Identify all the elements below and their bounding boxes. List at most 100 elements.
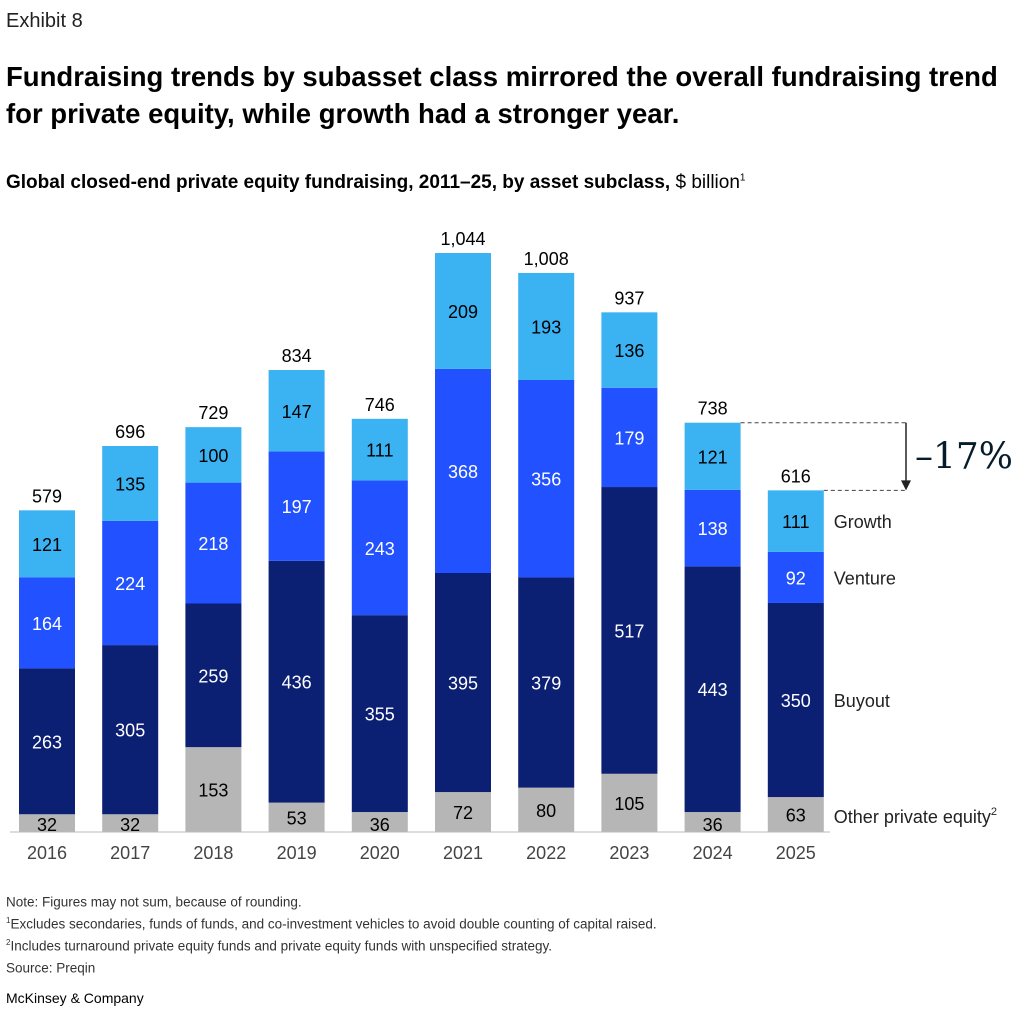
x-tick-label: 2016 <box>27 843 67 863</box>
note-line: Source: Preqin <box>6 960 96 976</box>
bar-segment-other-private-equity <box>351 812 408 832</box>
data-label: 224 <box>115 574 145 594</box>
bar-segment-other-private-equity <box>102 814 159 832</box>
bar-segment-venture <box>601 387 658 488</box>
data-label: 263 <box>32 732 62 752</box>
bar-segment-venture <box>684 489 741 567</box>
note-line: 2Includes turnaround private equity fund… <box>6 938 553 954</box>
bar-segment-buyout <box>102 645 159 815</box>
bar-segment-other-private-equity <box>601 773 658 832</box>
data-label: 147 <box>282 402 312 422</box>
x-tick-label: 2023 <box>609 843 649 863</box>
data-label: 443 <box>698 680 728 700</box>
subtitle-unit: $ billion <box>670 172 740 193</box>
chart-title: Fundraising trends by subasset class mir… <box>6 61 998 129</box>
change-annotation: –17% <box>915 437 1013 478</box>
bar-segment-growth <box>601 312 658 388</box>
data-label: 111 <box>782 512 809 532</box>
bar-segment-buyout <box>19 668 75 815</box>
data-label: 72 <box>453 803 473 823</box>
bar-segment-venture <box>19 577 75 669</box>
x-tick-label: 2020 <box>360 843 400 863</box>
data-label: 53 <box>287 808 307 828</box>
bar-segment-growth <box>19 510 75 578</box>
footnotes: Note: Figures may not sum, because of ro… <box>6 890 657 978</box>
legend-label: Venture <box>834 568 896 588</box>
bar-segment-buyout <box>767 602 824 798</box>
data-label: 100 <box>198 446 228 466</box>
data-label: 197 <box>282 497 312 517</box>
bar-segment-buyout <box>435 573 491 793</box>
x-tick-label: 2019 <box>277 843 317 863</box>
bar-segment-other-private-equity <box>185 747 242 832</box>
data-label: 395 <box>448 674 478 694</box>
data-label: 218 <box>198 534 228 554</box>
x-tick-label: 2024 <box>693 843 733 863</box>
data-label: 92 <box>786 568 806 588</box>
x-tick-label: 2021 <box>443 843 483 863</box>
data-label: 164 <box>32 614 62 634</box>
bar-segment-buyout <box>518 577 575 788</box>
total-label: 616 <box>781 466 811 486</box>
chart-subtitle: Global closed-end private equity fundrai… <box>6 172 745 194</box>
total-label: 1,008 <box>524 249 569 269</box>
subtitle-footnote: 1 <box>739 172 746 184</box>
bar-segment-venture <box>102 520 159 646</box>
annotation-arrow-head <box>901 480 911 491</box>
subtitle-main: Global closed-end private equity fundrai… <box>6 172 671 193</box>
x-tick-label: 2022 <box>526 843 566 863</box>
data-label: 153 <box>198 781 228 801</box>
bar-segment-growth <box>435 253 491 369</box>
data-label: 121 <box>698 447 728 467</box>
bar-segment-venture <box>518 380 575 578</box>
x-tick-label: 2018 <box>193 843 233 863</box>
bar-segment-venture <box>185 482 242 604</box>
bar-segment-growth <box>268 370 325 452</box>
bar-segment-buyout <box>351 615 408 813</box>
legend-label: Growth <box>834 512 892 532</box>
data-label: 209 <box>448 302 478 322</box>
data-label: 111 <box>366 441 393 461</box>
x-tick-label: 2017 <box>110 843 150 863</box>
data-label: 379 <box>531 674 561 694</box>
total-label: 937 <box>614 288 644 308</box>
bar-segment-venture <box>268 451 325 561</box>
total-label: 696 <box>115 422 145 442</box>
bar-segment-buyout <box>268 560 325 803</box>
total-label: 729 <box>198 403 228 423</box>
data-label: 32 <box>37 815 57 835</box>
bar-segment-buyout <box>185 603 242 748</box>
total-label: 738 <box>698 399 728 419</box>
data-label: 356 <box>531 470 561 490</box>
legend-footnote: 2 <box>991 806 997 818</box>
data-label: 80 <box>536 801 556 821</box>
bar-segment-other-private-equity <box>767 797 824 832</box>
brand-logo-text: McKinsey & Company <box>6 990 144 1006</box>
data-label: 63 <box>786 806 806 826</box>
data-label: 138 <box>698 519 728 539</box>
bar-segment-other-private-equity <box>19 814 75 832</box>
bar-segment-growth <box>684 422 741 490</box>
bar-segment-growth <box>351 418 408 481</box>
bar-segment-other-private-equity <box>268 802 325 832</box>
data-label: 121 <box>32 535 62 555</box>
note-line: 1Excludes secondaries, funds of funds, a… <box>6 916 657 932</box>
data-label: 305 <box>115 721 145 741</box>
bar-segment-growth <box>518 272 575 381</box>
data-label: 136 <box>614 341 644 361</box>
data-label: 193 <box>531 317 561 337</box>
bar-segment-growth <box>767 490 824 552</box>
exhibit-label: Exhibit 8 <box>6 10 83 32</box>
note-line: Note: Figures may not sum, because of ro… <box>6 894 302 910</box>
bar-segment-other-private-equity <box>518 787 575 832</box>
data-label: 36 <box>703 815 723 835</box>
data-label: 368 <box>448 462 478 482</box>
legend-label: Buyout <box>834 691 890 711</box>
bar-segment-venture <box>435 368 491 574</box>
data-label: 355 <box>365 705 395 725</box>
bar-segment-other-private-equity <box>684 812 741 832</box>
bar-segment-growth <box>185 427 242 483</box>
data-label: 36 <box>370 815 390 835</box>
total-label: 579 <box>32 486 62 506</box>
total-label: 746 <box>365 395 395 415</box>
